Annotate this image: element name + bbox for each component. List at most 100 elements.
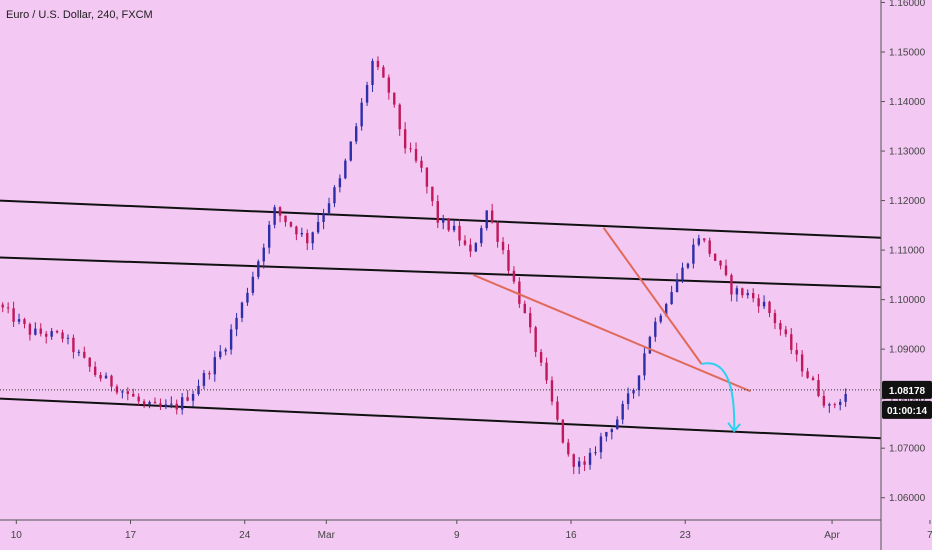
- candle-body: [1, 304, 4, 308]
- candle-body: [355, 126, 358, 142]
- y-tick-label: 1.09000: [889, 345, 926, 356]
- candle-body: [327, 203, 331, 214]
- candle-body: [795, 349, 798, 355]
- candle-body: [338, 178, 342, 188]
- candle-body: [675, 279, 679, 293]
- candle-body: [240, 302, 244, 318]
- candle-body: [594, 452, 597, 454]
- candle-body: [344, 160, 347, 179]
- y-tick-label: 1.08000: [889, 394, 926, 405]
- chart-title: Euro / U.S. Dollar, 240, FXCM: [6, 9, 153, 21]
- candle-body: [148, 401, 151, 405]
- candle-body: [17, 319, 21, 322]
- candle-body: [621, 403, 624, 420]
- candle-body: [61, 332, 64, 339]
- candles-layer: [1, 56, 847, 475]
- candle-body: [713, 253, 717, 261]
- last-price-tag: 1.08178: [882, 380, 932, 399]
- candle-body: [28, 324, 32, 335]
- candle-body: [132, 393, 135, 397]
- candle-body: [398, 104, 401, 130]
- x-tick-label: 10: [11, 530, 23, 541]
- y-tick-label: 1.11000: [889, 246, 925, 257]
- candle-body: [534, 327, 537, 353]
- candle-body: [88, 357, 91, 367]
- y-tick-label: 1.15000: [889, 48, 926, 59]
- candle-body: [768, 301, 771, 314]
- trend-lines-layer: [0, 199, 882, 440]
- candle-body: [474, 243, 478, 252]
- candle-body: [273, 207, 276, 225]
- candle-body: [752, 293, 755, 299]
- candle-body: [463, 240, 467, 245]
- y-tick-label: 1.16000: [889, 0, 926, 9]
- candle-body: [180, 397, 184, 410]
- candle-body: [66, 337, 70, 339]
- channel-line: [0, 397, 882, 440]
- candle-body: [632, 390, 635, 394]
- candle-body: [295, 226, 298, 235]
- candle-body: [306, 232, 309, 244]
- candle-body: [278, 207, 282, 216]
- candle-body: [349, 141, 352, 161]
- candle-body: [681, 267, 684, 280]
- candle-body: [817, 380, 820, 396]
- candle-body: [746, 293, 749, 296]
- bar-countdown: 01:00:14: [887, 406, 927, 417]
- candle-body: [284, 215, 287, 223]
- candle-body: [229, 329, 233, 350]
- candle-body: [115, 386, 119, 393]
- candle-body: [708, 240, 711, 254]
- candle-body: [626, 393, 630, 404]
- channel-line: [0, 199, 882, 239]
- candle-body: [828, 404, 831, 406]
- y-tick-label: 1.12000: [889, 196, 926, 207]
- candle-body: [50, 331, 53, 337]
- candle-body: [414, 149, 418, 161]
- candle-body: [224, 349, 227, 352]
- candle-body: [648, 336, 652, 354]
- candle-body: [779, 323, 782, 330]
- candle-body: [55, 331, 59, 333]
- projection-arrow: [701, 362, 736, 431]
- candle-body: [420, 160, 423, 168]
- candle-body: [159, 403, 162, 408]
- countdown-tag: 01:00:14: [882, 400, 932, 419]
- candle-body: [72, 337, 75, 353]
- candle-body: [267, 224, 271, 248]
- candle-body: [496, 222, 499, 242]
- y-tick-label: 1.14000: [889, 97, 926, 108]
- candle-body: [186, 397, 189, 401]
- candle-body: [507, 250, 510, 271]
- candle-body: [191, 394, 195, 401]
- candle-body: [806, 371, 809, 378]
- x-tick-label: Apr: [824, 530, 840, 541]
- candle-body: [692, 244, 695, 264]
- candle-body: [99, 374, 102, 379]
- candle-body: [175, 403, 178, 410]
- candle-body: [664, 304, 668, 316]
- candle-body: [142, 401, 146, 405]
- candle-body: [376, 60, 380, 68]
- wedge-line: [472, 273, 751, 393]
- x-tick-label: 9: [454, 530, 460, 541]
- x-tick-label: 17: [125, 530, 137, 541]
- candle-body: [572, 454, 575, 467]
- candle-body: [757, 298, 760, 307]
- price-axis[interactable]: 1.16000 1.15000 1.14000 1.13000 1.12000 1.110…: [881, 0, 926, 504]
- candle-body: [480, 228, 483, 244]
- candle-body: [316, 221, 320, 233]
- candle-body: [550, 380, 554, 402]
- candle-body: [77, 351, 81, 353]
- candle-body: [762, 301, 766, 307]
- candle-body: [599, 436, 603, 453]
- candle-body: [529, 313, 532, 328]
- time-axis[interactable]: 101724Mar91623Apr71320: [11, 520, 932, 541]
- candle-body: [360, 102, 363, 127]
- candle-body: [469, 244, 472, 252]
- candle-body: [300, 232, 304, 235]
- candle-body: [724, 265, 728, 276]
- candle-body: [202, 373, 206, 386]
- candle-body: [833, 404, 836, 406]
